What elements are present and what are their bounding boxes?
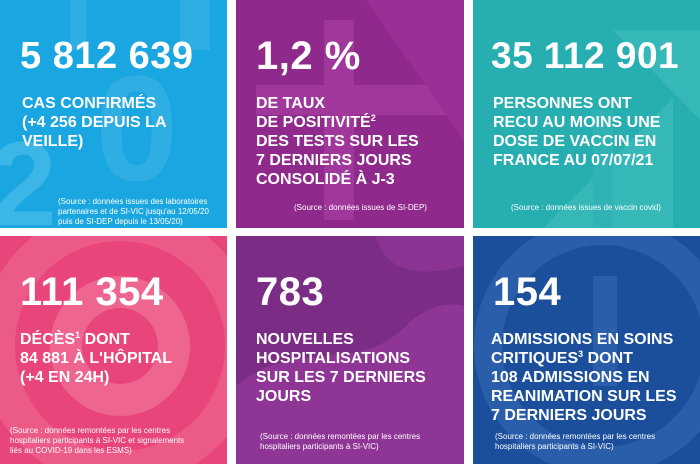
- source-line: (Source : données issues des laboratoire…: [58, 197, 208, 206]
- vaccinated-label: PERSONNES ONT RECU AU MOINS UNE DOSE DE …: [493, 94, 660, 170]
- label-line: RECU AU MOINS UNE: [493, 114, 661, 131]
- label-line: 84 881 À L'HÔPITAL: [20, 350, 172, 367]
- label-line: CAS CONFIRMÉS: [22, 95, 157, 112]
- hospitalisations-label: NOUVELLES HOSPITALISATIONS SUR LES 7 DER…: [256, 330, 426, 406]
- decorative-circle-shape: [474, 236, 700, 464]
- tile-confirmed-cases: 2 0 5 812 639 CAS CONFIRMÉS (+4 256 DEPU…: [0, 0, 227, 228]
- critical-care-number: 154: [493, 270, 562, 314]
- hospitalisations-source: (Source : données remontées par les cent…: [260, 432, 420, 452]
- positivity-rate-number: 1,2 %: [256, 34, 361, 78]
- svg-text:0: 0: [95, 44, 178, 212]
- label-line: REANIMATION SUR LES: [491, 388, 677, 405]
- label-line: (+4 256 DEPUIS LA: [22, 114, 167, 131]
- label-line: (+4 EN 24H): [20, 369, 110, 386]
- label-line: 108 ADMISSIONS EN: [491, 369, 650, 386]
- footnote-marker: 3: [578, 349, 584, 359]
- decorative-background-shapes: 2 0: [0, 0, 210, 228]
- decorative-wave-shape: [236, 236, 464, 464]
- confirmed-cases-number: 5 812 639: [20, 35, 194, 77]
- tile-critical-care: 154 ADMISSIONS EN SOINS CRITIQUES3 DONT …: [473, 236, 700, 464]
- positivity-rate-source: (Source : données issues de SI-DEP): [294, 203, 427, 213]
- label-line-with-footnote: DÉCÈS1 DONT: [20, 330, 172, 349]
- label-line: PERSONNES ONT: [493, 95, 632, 112]
- source-line: partenaires et de SI-VIC jusqu'au 12/05/…: [58, 207, 209, 216]
- vaccinated-source: (Source : données issues de vaccin covid…: [511, 203, 661, 213]
- source-line: (Source : données remontées par les cent…: [260, 432, 421, 441]
- source-line: liés au COVID-19 dans les ESMS): [10, 446, 132, 455]
- source-line: hospitaliers participants à SI-VIC): [260, 442, 379, 451]
- source-line: (Source : données remontées par les cent…: [495, 432, 656, 441]
- source-line: (Source : données issues de vaccin covid…: [511, 203, 661, 212]
- critical-care-source: (Source : données remontées par les cent…: [495, 432, 655, 452]
- tile-hospitalisations: 783 NOUVELLES HOSPITALISATIONS SUR LES 7…: [236, 236, 464, 464]
- label-line: DE POSITIVITÉ: [256, 114, 371, 131]
- critical-care-label: ADMISSIONS EN SOINS CRITIQUES3 DONT 108 …: [491, 330, 676, 425]
- label-line: DE TAUX: [256, 95, 326, 112]
- deaths-source: (Source : données remontées par les cent…: [10, 426, 184, 456]
- deaths-label: DÉCÈS1 DONT 84 881 À L'HÔPITAL (+4 EN 24…: [20, 330, 172, 387]
- label-line-with-footnote: CRITIQUES3 DONT: [491, 349, 676, 368]
- label-line: HOSPITALISATIONS: [256, 350, 411, 367]
- label-line-with-footnote: DE POSITIVITÉ2: [256, 113, 419, 132]
- label-line-tail: DONT: [583, 350, 633, 367]
- label-line: DES TESTS SUR LES: [256, 133, 419, 150]
- source-line: hospitaliers participants à SI-VIC): [495, 442, 614, 451]
- source-line: (Source : données remontées par les cent…: [10, 426, 171, 435]
- source-line: puis de SI-DEP depuis le 13/05/20): [58, 217, 183, 226]
- label-line: SUR LES 7 DERNIERS: [256, 369, 426, 386]
- source-line: hospitaliers participants à SI-VIC et si…: [10, 436, 185, 445]
- tile-deaths: 111 354 DÉCÈS1 DONT 84 881 À L'HÔPITAL (…: [0, 236, 227, 464]
- svg-text:2: 2: [0, 117, 57, 228]
- label-line: DOSE DE VACCIN EN: [493, 133, 657, 150]
- decorative-plus-shape: [256, 0, 464, 220]
- label-line: 7 DERNIERS JOURS: [256, 152, 412, 169]
- label-line: ADMISSIONS EN SOINS: [491, 331, 674, 348]
- label-line: VEILLE): [22, 133, 84, 150]
- hospitalisations-number: 783: [256, 270, 325, 314]
- tile-vaccinated: 35 112 901 PERSONNES ONT RECU AU MOINS U…: [473, 0, 700, 228]
- confirmed-cases-label: CAS CONFIRMÉS (+4 256 DEPUIS LA VEILLE): [22, 94, 167, 151]
- label-line: 7 DERNIERS JOURS: [491, 407, 647, 424]
- label-line: CONSOLIDÉ À J-3: [256, 171, 395, 188]
- vaccinated-number: 35 112 901: [491, 35, 680, 76]
- decorative-target-shape: [0, 236, 227, 464]
- decorative-arrow-shape: [543, 30, 700, 228]
- label-line: CRITIQUES: [491, 350, 579, 367]
- confirmed-cases-source: (Source : données issues des laboratoire…: [58, 197, 209, 227]
- footnote-marker: 2: [370, 113, 376, 123]
- label-line-tail: DONT: [80, 331, 130, 348]
- deaths-number: 111 354: [20, 270, 164, 314]
- footnote-marker: 1: [75, 330, 81, 340]
- positivity-rate-label: DE TAUX DE POSITIVITÉ2 DES TESTS SUR LES…: [256, 94, 419, 189]
- label-line: DÉCÈS: [20, 331, 76, 348]
- source-line: (Source : données issues de SI-DEP): [294, 203, 427, 212]
- label-line: NOUVELLES: [256, 331, 354, 348]
- tile-positivity-rate: 1,2 % DE TAUX DE POSITIVITÉ2 DES TESTS S…: [236, 0, 464, 228]
- label-line: FRANCE AU 07/07/21: [493, 152, 654, 169]
- label-line: JOURS: [256, 388, 312, 405]
